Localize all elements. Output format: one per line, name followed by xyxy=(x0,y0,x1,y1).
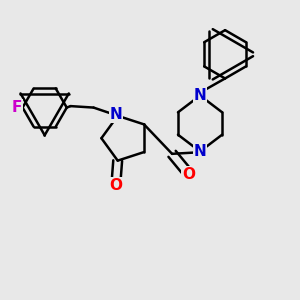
Text: N: N xyxy=(194,144,206,159)
Text: N: N xyxy=(194,88,206,103)
Text: O: O xyxy=(110,178,123,193)
Text: O: O xyxy=(182,167,195,182)
Text: N: N xyxy=(110,107,123,122)
Text: F: F xyxy=(11,100,22,115)
